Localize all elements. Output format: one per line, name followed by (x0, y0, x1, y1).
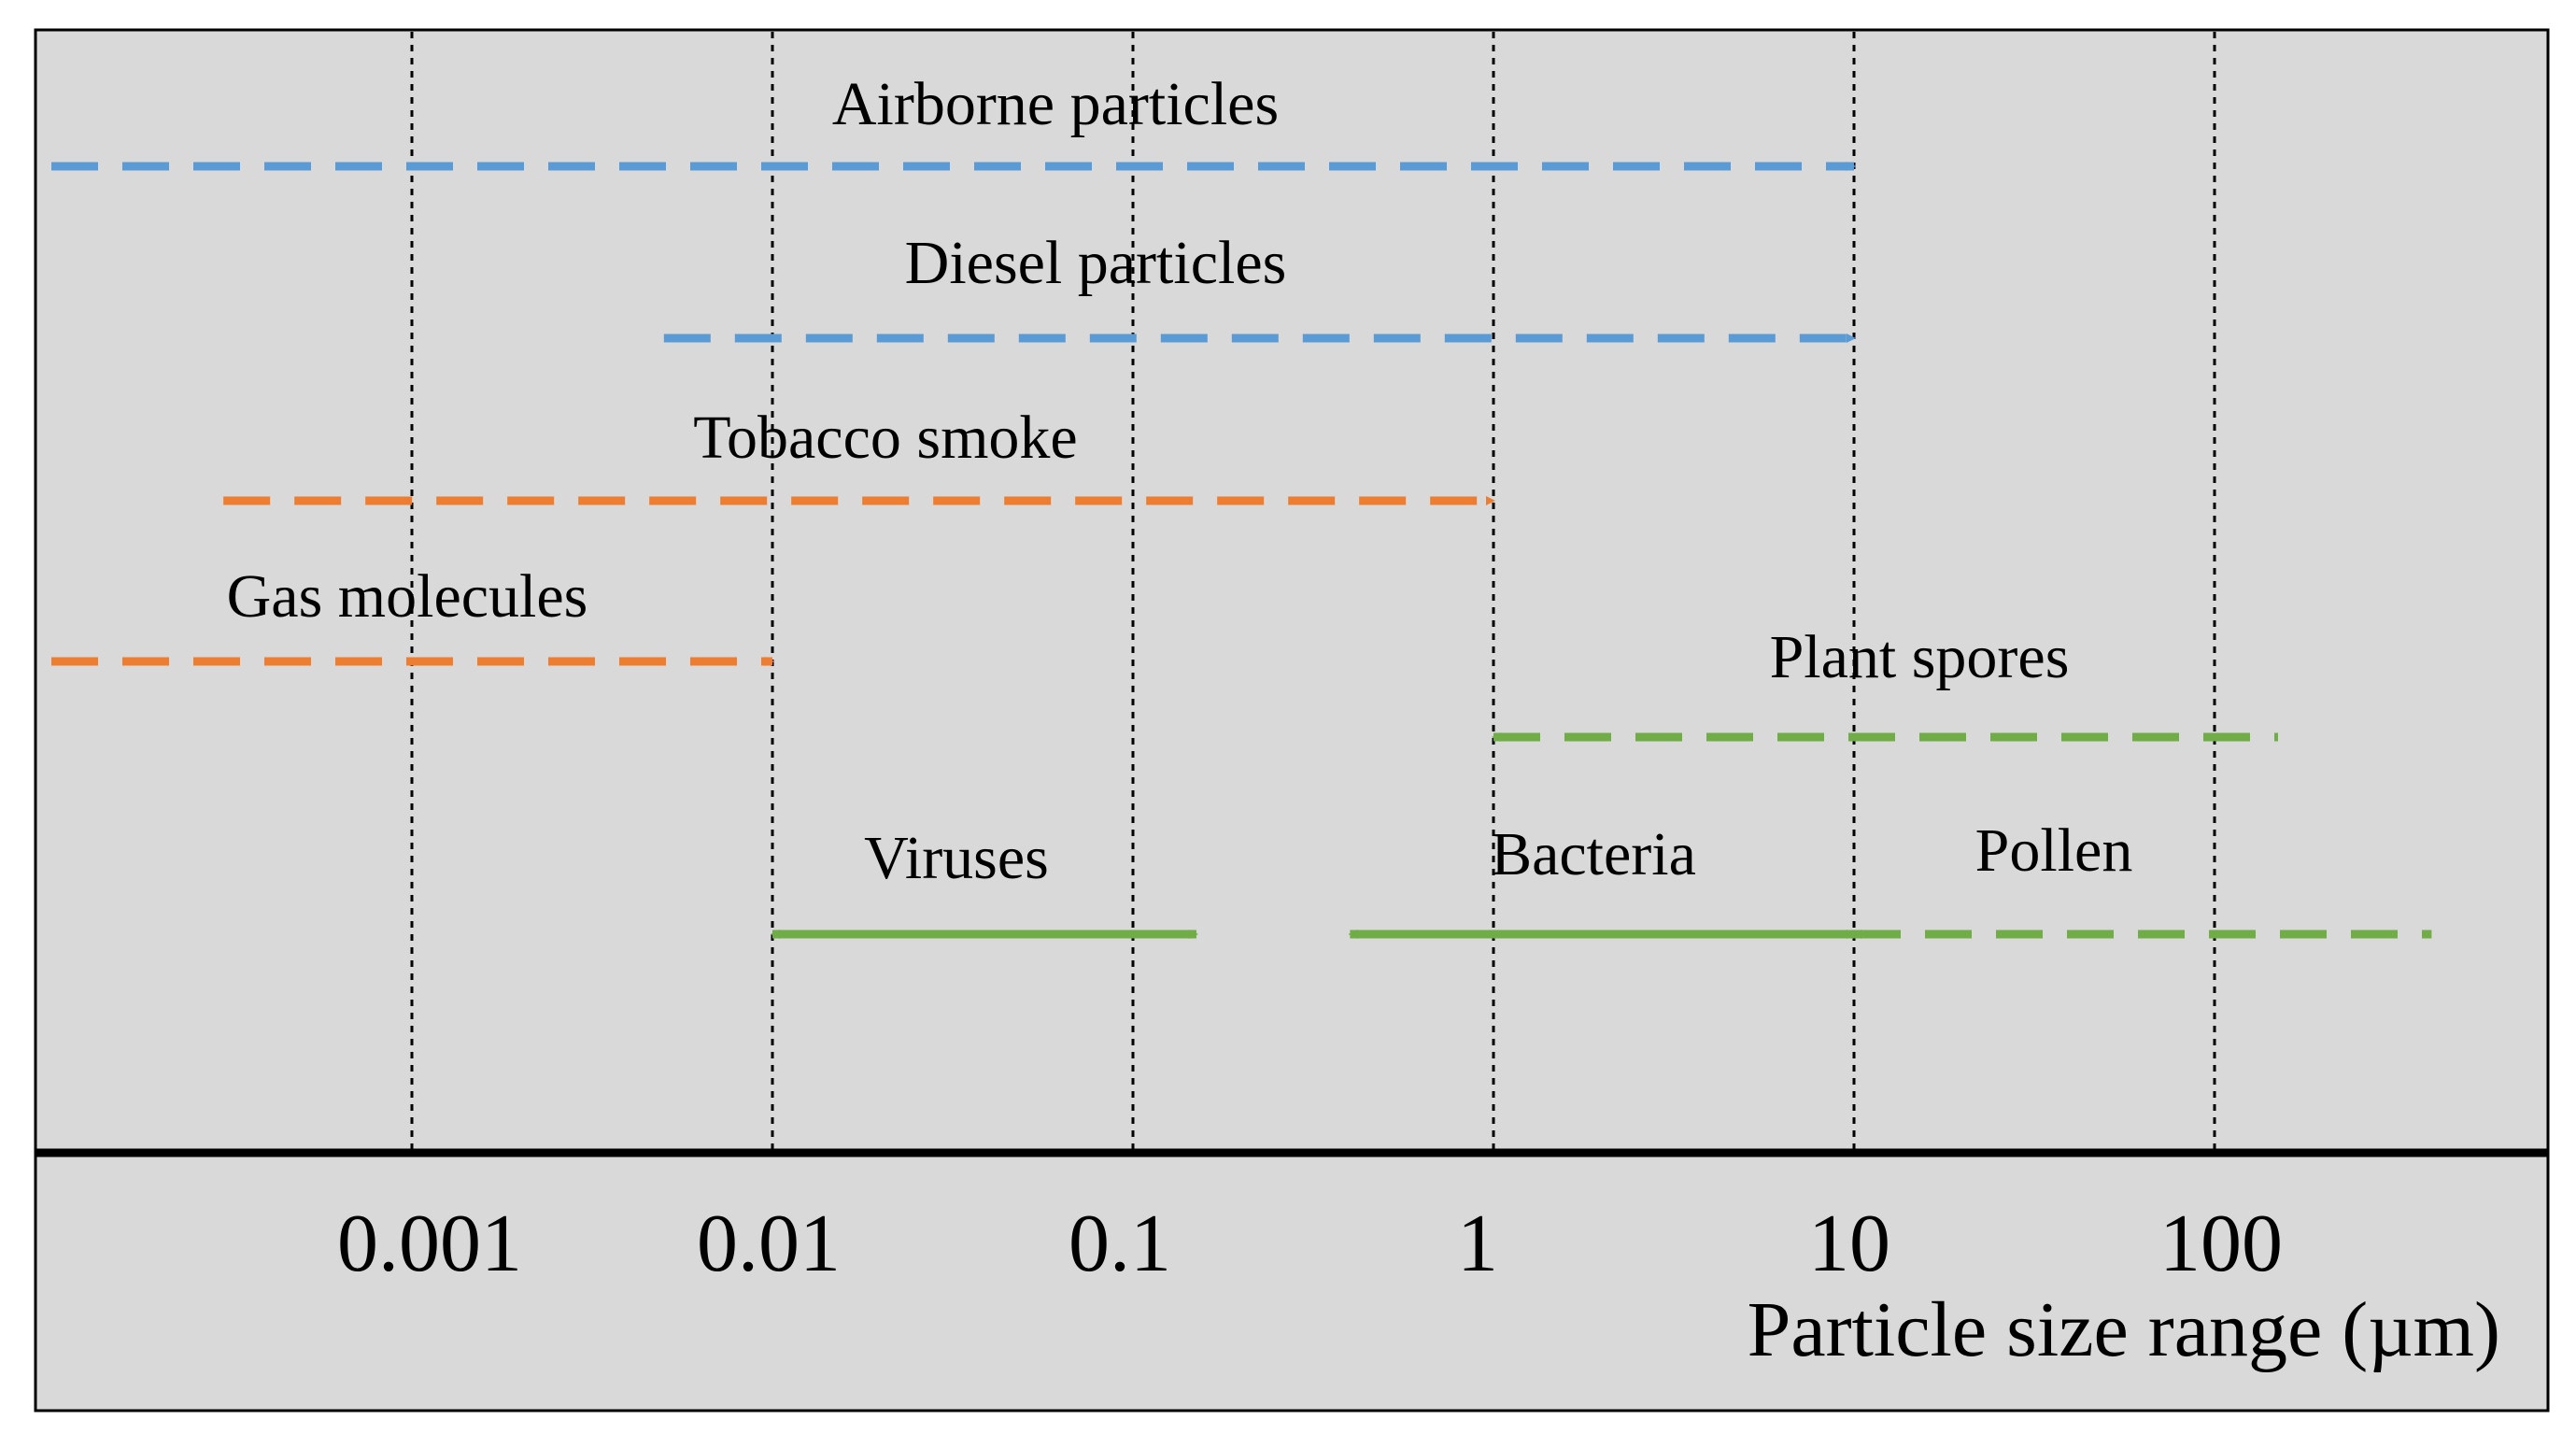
plot-area (34, 28, 2550, 1155)
label-bacteria: Bacteria (1491, 820, 1696, 888)
gridlines (410, 32, 2216, 1149)
series-lines (51, 162, 2432, 939)
label-pollen: Pollen (1975, 816, 2133, 885)
label-airborne-particles: Airborne particles (832, 70, 1279, 138)
tick-label-0.1: 0.1 (1069, 1199, 1171, 1289)
tick-label-0.01: 0.01 (697, 1199, 841, 1289)
label-diesel-particles: Diesel particles (905, 229, 1287, 297)
label-plant-spores: Plant spores (1770, 623, 2070, 691)
axis-area (34, 1151, 2550, 1413)
tick-label-0.001: 0.001 (337, 1199, 522, 1289)
label-gas-molecules: Gas molecules (227, 562, 588, 631)
tick-label-10: 10 (1808, 1199, 1890, 1289)
label-tobacco-smoke: Tobacco smoke (693, 404, 1077, 472)
x-axis-title: Particle size range (µm) (1748, 1286, 2500, 1373)
tick-label-1: 1 (1457, 1199, 1498, 1289)
tick-label-100: 100 (2159, 1199, 2283, 1289)
label-viruses: Viruses (864, 824, 1049, 892)
